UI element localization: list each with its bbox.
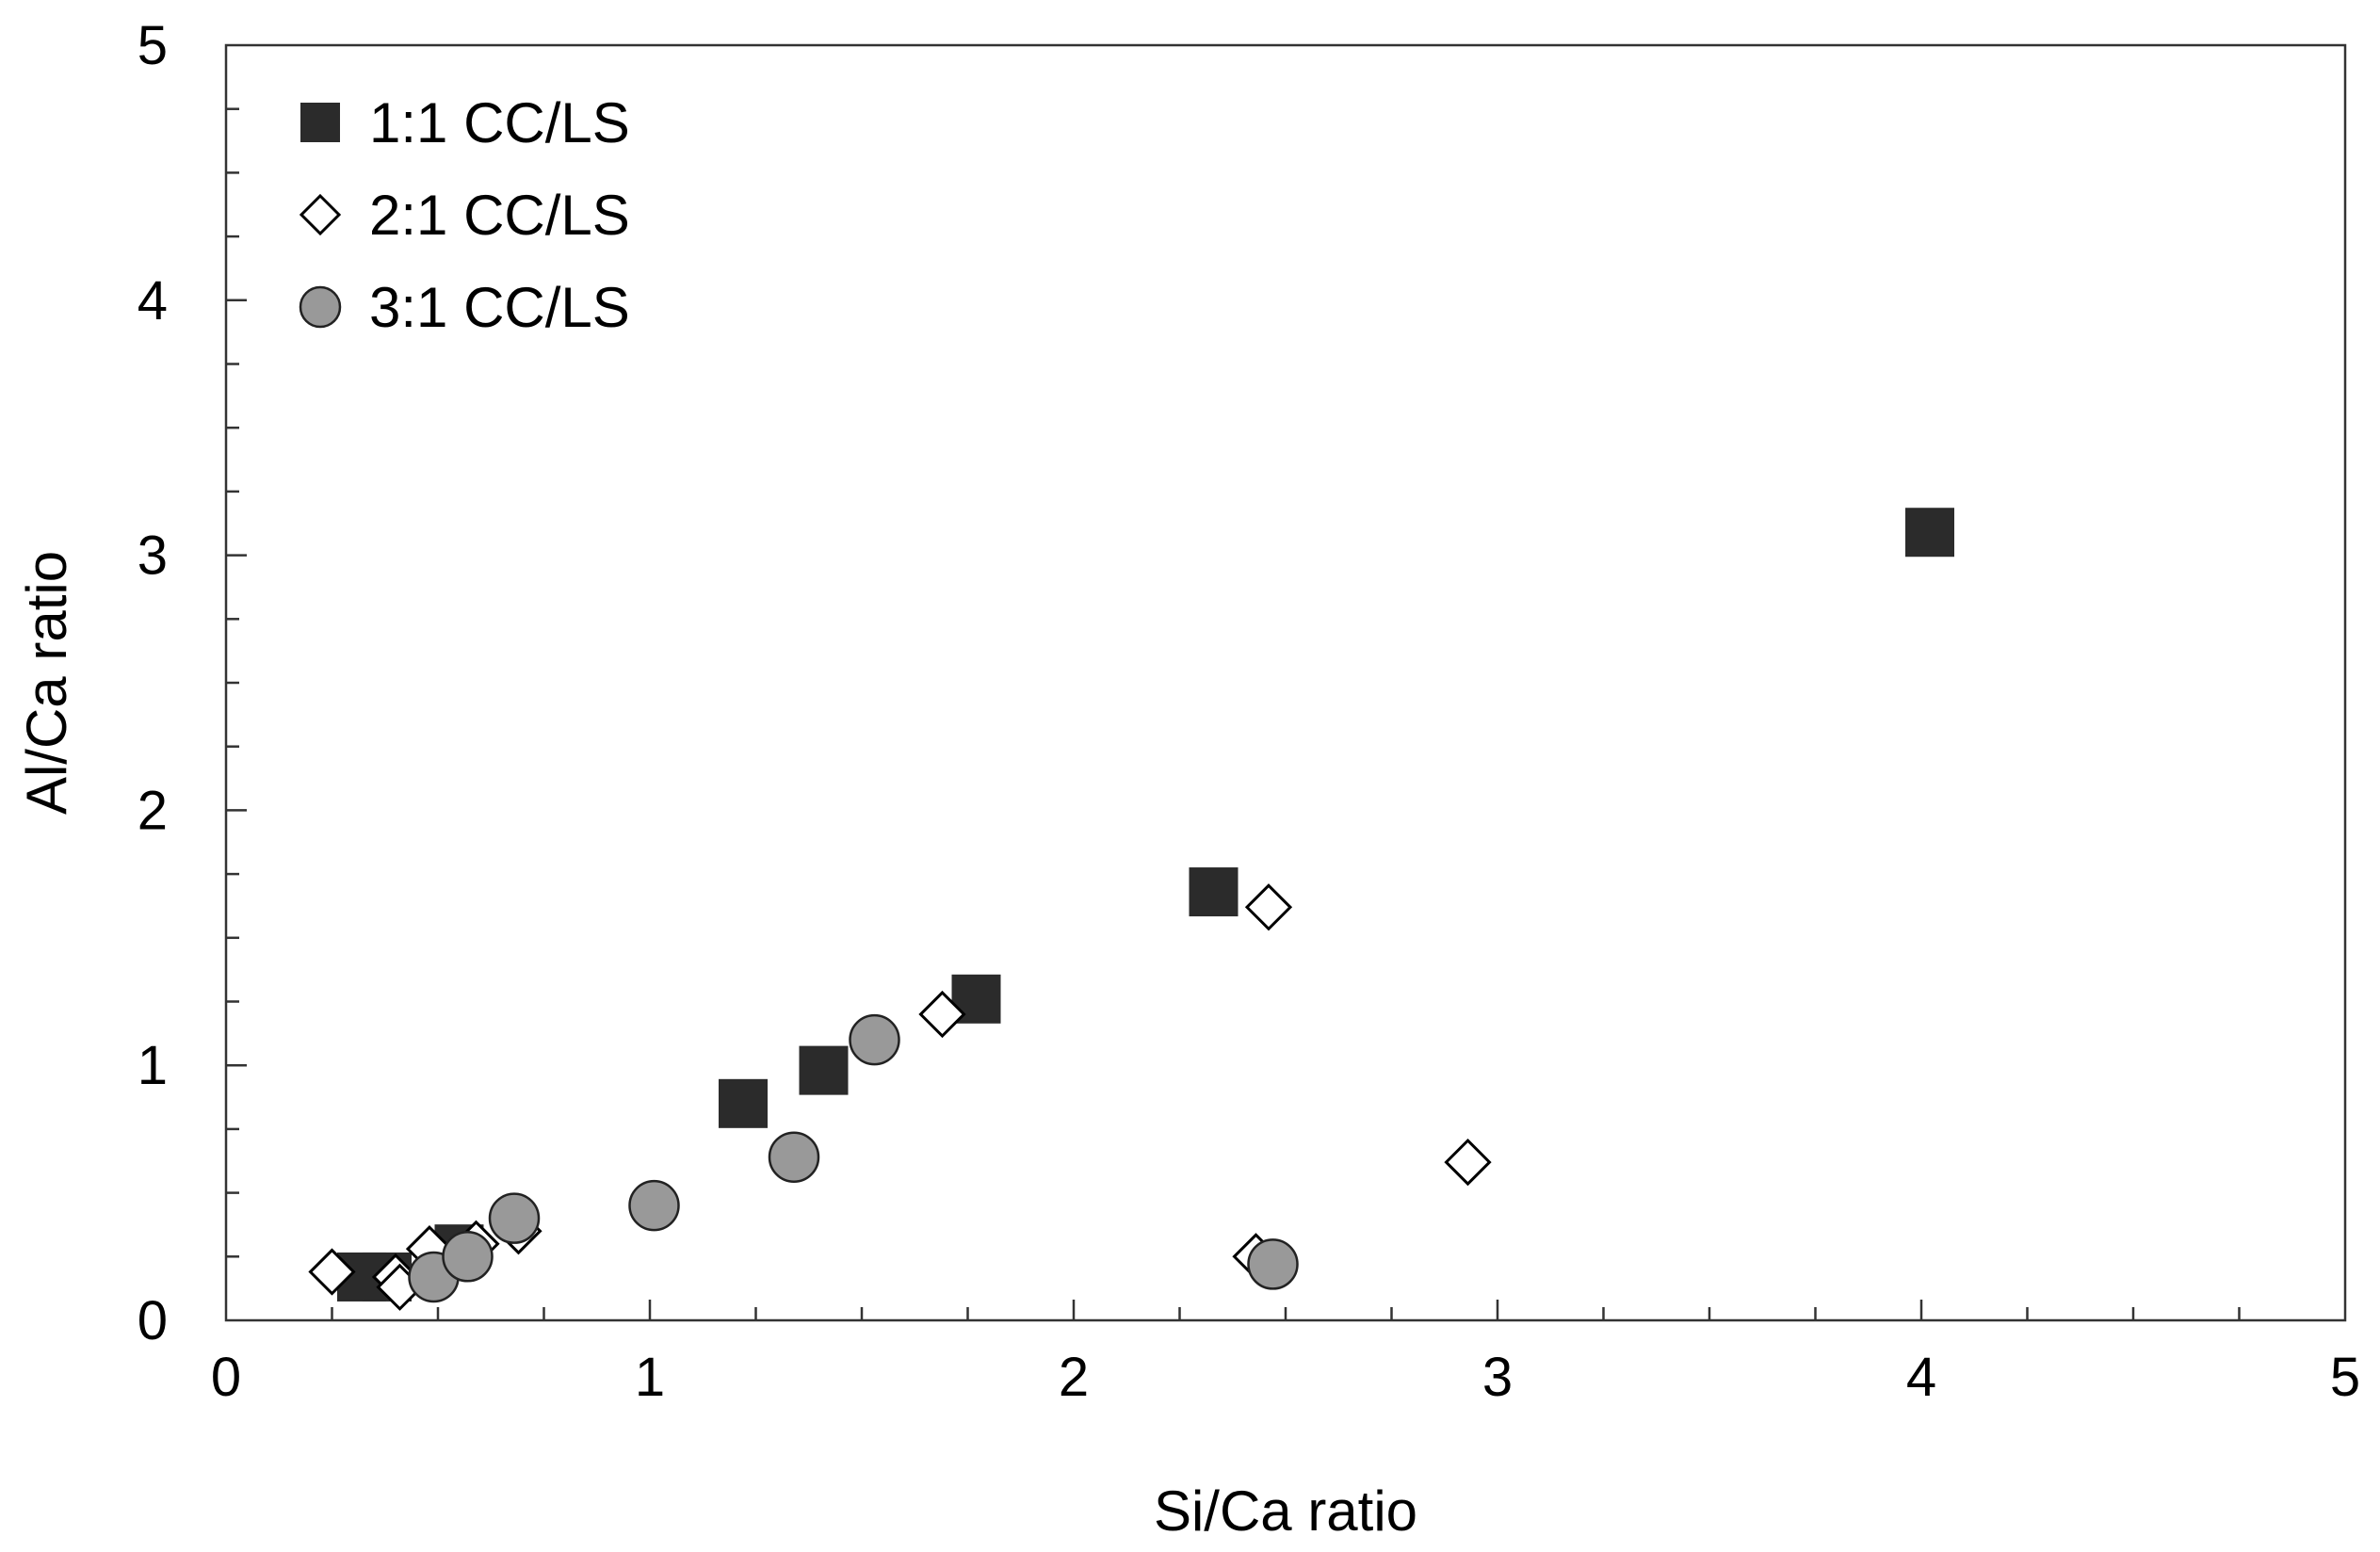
data-point (768, 1131, 820, 1183)
data-point (719, 1078, 768, 1128)
data-point (442, 1231, 494, 1283)
x-tick-label: 2 (1059, 1347, 1089, 1408)
data-point (1247, 1238, 1299, 1290)
legend-item: 3:1 CC/LS (299, 276, 630, 339)
x-tick-label: 0 (211, 1347, 241, 1408)
data-point (849, 1013, 900, 1066)
legend-marker (299, 193, 342, 236)
plot-area-frame (224, 43, 2347, 1322)
data-point (1444, 1138, 1492, 1187)
legend: 1:1 CC/LS 2:1 CC/LS 3:1 CC/LS (299, 91, 630, 339)
legend-label: 2:1 CC/LS (369, 184, 630, 247)
y-tick-label: 2 (138, 780, 168, 841)
y-tick-label: 3 (138, 525, 168, 587)
x-tick-label: 1 (635, 1347, 665, 1408)
legend-label: 1:1 CC/LS (369, 91, 630, 154)
data-point (951, 974, 1001, 1024)
y-tick-label: 4 (138, 270, 168, 331)
legend-item: 2:1 CC/LS (299, 184, 630, 247)
y-tick-label: 0 (138, 1290, 168, 1351)
x-tick-label: 3 (1482, 1347, 1513, 1408)
legend-item: 1:1 CC/LS (300, 91, 630, 154)
legend-marker (300, 103, 340, 142)
data-point (1244, 883, 1293, 931)
data-point (799, 1045, 849, 1095)
tick-labels: 0 1 2 3 4 5 0 1 2 3 4 5 (138, 15, 2360, 1408)
legend-label: 3:1 CC/LS (369, 276, 630, 339)
data-points (308, 508, 1954, 1311)
data-point (308, 1248, 356, 1296)
data-point (488, 1192, 541, 1244)
y-tick-label: 1 (138, 1035, 168, 1096)
data-point (1189, 867, 1239, 917)
x-tick-label: 5 (2330, 1347, 2360, 1408)
y-tick-label: 5 (138, 15, 168, 76)
y-axis-title: Al/Ca ratio (15, 551, 78, 815)
x-axis-title: Si/Ca ratio (1154, 1479, 1417, 1543)
minor-ticks (226, 107, 2241, 1320)
data-point (918, 990, 966, 1039)
legend-marker (299, 285, 342, 329)
data-point (1905, 508, 1954, 558)
data-point (628, 1179, 680, 1232)
series-3-points (408, 1013, 1299, 1303)
x-tick-label: 4 (1906, 1347, 1936, 1408)
